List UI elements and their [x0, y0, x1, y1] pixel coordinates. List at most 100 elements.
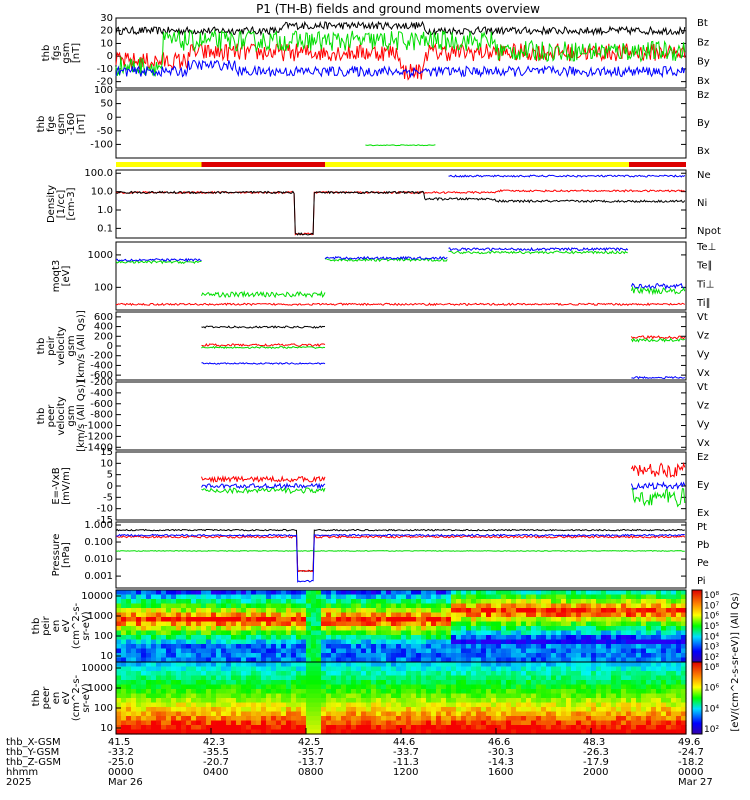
heatmap-cell	[151, 603, 157, 609]
heatmap-cell	[161, 666, 167, 672]
heatmap-cell	[396, 621, 402, 627]
heatmap-cell	[306, 684, 312, 690]
heatmap-cell	[121, 684, 127, 690]
heatmap-cell	[281, 630, 287, 636]
heatmap-cell	[626, 662, 632, 668]
heatmap-cell	[316, 621, 322, 627]
heatmap-cell	[286, 729, 292, 735]
heatmap-cell	[361, 720, 367, 726]
heatmap-cell	[631, 608, 637, 614]
heatmap-cell	[356, 693, 362, 699]
heatmap-cell	[121, 702, 127, 708]
heatmap-cell	[591, 698, 597, 704]
heatmap-cell	[486, 617, 492, 623]
heatmap-cell	[621, 644, 627, 650]
heatmap-cell	[486, 698, 492, 704]
heatmap-cell	[181, 626, 187, 632]
heatmap-cell	[121, 725, 127, 731]
heatmap-cell	[196, 630, 202, 636]
heatmap-cell	[246, 702, 252, 708]
heatmap-cell	[221, 693, 227, 699]
heatmap-cell	[416, 639, 422, 645]
heatmap-cell	[181, 639, 187, 645]
heatmap-cell	[601, 671, 607, 677]
heatmap-cell	[246, 725, 252, 731]
heatmap-cell	[376, 729, 382, 735]
heatmap-cell	[296, 675, 302, 681]
heatmap-cell	[551, 648, 557, 654]
heatmap-cell	[366, 653, 372, 659]
heatmap-cell	[626, 716, 632, 722]
heatmap-cell	[316, 612, 322, 618]
heatmap-cell	[506, 689, 512, 695]
heatmap-cell	[456, 729, 462, 735]
heatmap-cell	[181, 702, 187, 708]
heatmap-cell	[266, 729, 272, 735]
heatmap-cell	[676, 725, 682, 731]
heatmap-cell	[466, 599, 472, 605]
heatmap-cell	[316, 698, 322, 704]
heatmap-cell	[566, 671, 572, 677]
heatmap-cell	[376, 621, 382, 627]
heatmap-cell	[326, 693, 332, 699]
heatmap-cell	[386, 720, 392, 726]
heatmap-cell	[201, 657, 207, 663]
heatmap-cell	[286, 630, 292, 636]
heatmap-cell	[121, 626, 127, 632]
heatmap-cell	[146, 648, 152, 654]
heatmap-cell	[201, 671, 207, 677]
heatmap-cell	[226, 617, 232, 623]
heatmap-cell	[341, 590, 347, 596]
heatmap-cell	[126, 612, 132, 618]
heatmap-cell	[626, 671, 632, 677]
heatmap-cell	[196, 725, 202, 731]
heatmap-cell	[361, 657, 367, 663]
heatmap-cell	[516, 729, 522, 735]
heatmap-cell	[556, 617, 562, 623]
heatmap-cell	[681, 693, 687, 699]
heatmap-cell	[176, 653, 182, 659]
heatmap-cell	[456, 725, 462, 731]
heatmap-cell	[116, 702, 122, 708]
heatmap-cell	[631, 621, 637, 627]
legend-entry: Bt	[697, 18, 708, 29]
heatmap-cell	[541, 693, 547, 699]
heatmap-cell	[326, 725, 332, 731]
heatmap-cell	[146, 630, 152, 636]
heatmap-cell	[481, 702, 487, 708]
heatmap-cell	[456, 648, 462, 654]
heatmap-cell	[381, 608, 387, 614]
heatmap-cell	[231, 608, 237, 614]
heatmap-cell	[256, 603, 262, 609]
heatmap-cell	[336, 590, 342, 596]
heatmap-cell	[221, 671, 227, 677]
heatmap-cell	[586, 680, 592, 686]
heatmap-cell	[151, 675, 157, 681]
heatmap-cell	[621, 630, 627, 636]
heatmap-cell	[561, 621, 567, 627]
heatmap-cell	[226, 680, 232, 686]
heatmap-cell	[601, 693, 607, 699]
heatmap-cell	[491, 666, 497, 672]
heatmap-cell	[636, 603, 642, 609]
heatmap-cell	[436, 630, 442, 636]
heatmap-cell	[491, 653, 497, 659]
heatmap-cell	[301, 662, 307, 668]
y-tick-label: 15	[100, 447, 113, 458]
heatmap-cell	[501, 617, 507, 623]
heatmap-cell	[151, 599, 157, 605]
heatmap-cell	[386, 693, 392, 699]
heatmap-cell	[551, 702, 557, 708]
heatmap-cell	[391, 666, 397, 672]
heatmap-cell	[326, 689, 332, 695]
heatmap-cell	[486, 657, 492, 663]
heatmap-cell	[191, 594, 197, 600]
heatmap-cell	[661, 707, 667, 713]
heatmap-cell	[491, 630, 497, 636]
heatmap-cell	[601, 639, 607, 645]
footer-value: 49.6	[678, 737, 700, 748]
heatmap-cell	[526, 698, 532, 704]
heatmap-cell	[181, 698, 187, 704]
heatmap-cell	[496, 671, 502, 677]
heatmap-cell	[391, 729, 397, 735]
